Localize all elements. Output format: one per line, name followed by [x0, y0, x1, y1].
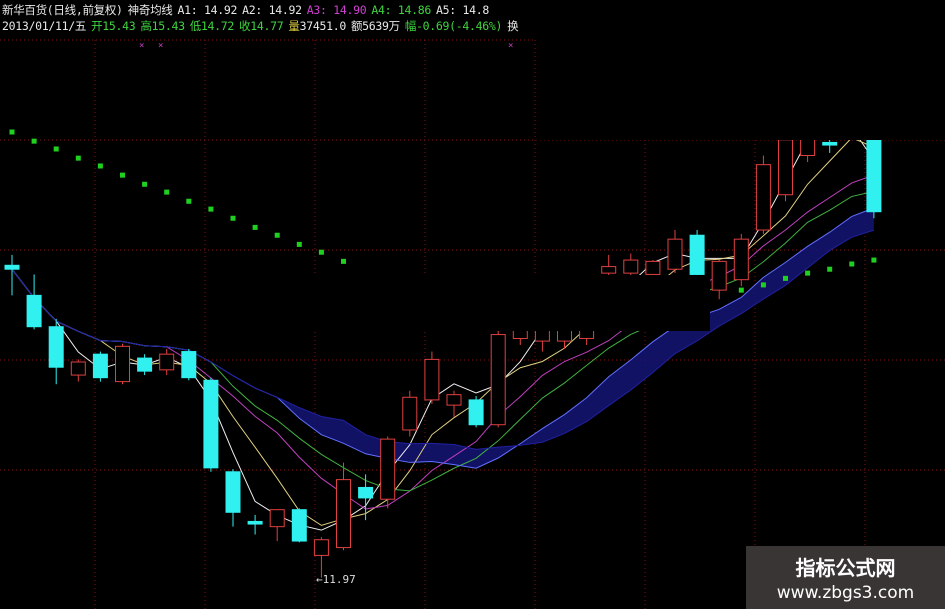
sar-dot — [252, 224, 258, 230]
sar-dot — [164, 189, 170, 195]
candle-up — [159, 353, 175, 371]
candle-up — [778, 139, 793, 196]
ma-line-A6 — [11, 229, 875, 450]
watermark: 指标公式网 www.zbgs3.com — [746, 546, 945, 609]
candle-up — [424, 358, 440, 401]
candle-up — [733, 238, 749, 281]
sar-dot — [827, 266, 833, 272]
turnover-label: 换 — [507, 19, 519, 33]
candle-down — [689, 234, 705, 275]
signal-marker: × — [139, 41, 145, 51]
candle-down — [358, 486, 374, 499]
bar-date: 2013/01/11/五 — [2, 19, 87, 33]
candle-up — [490, 334, 506, 426]
ma-line-A1 — [11, 127, 875, 531]
sar-dot — [208, 206, 214, 212]
sar-dot — [871, 257, 877, 263]
volume-value: 37451.0 — [299, 19, 347, 33]
ma-a5: A5: 14.8 — [435, 3, 489, 17]
candle-down — [48, 326, 64, 368]
candle-down — [822, 141, 838, 146]
sar-dot — [75, 155, 81, 161]
sar-dot — [31, 138, 37, 144]
low-value: 低14.72 — [189, 19, 235, 33]
ma-a2: A2: 14.92 — [242, 3, 302, 17]
sar-dot — [142, 181, 148, 187]
sar-dot — [120, 172, 125, 178]
candle-down — [247, 520, 263, 525]
sar-dot — [97, 163, 103, 169]
open-value: 开15.43 — [91, 19, 136, 33]
candle-up — [269, 509, 285, 528]
header-line-2: 2013/01/11/五 开15.43 高15.43 低14.72 收14.77 量374… — [2, 18, 523, 34]
sar-dot — [805, 270, 811, 276]
candle-up — [446, 394, 462, 406]
signal-marker: × — [508, 41, 514, 51]
sar-dot — [274, 232, 280, 238]
signal-marker: × — [158, 41, 164, 51]
candle-up — [336, 479, 351, 549]
candle-up — [755, 164, 771, 231]
change-value: 幅-0.69(-4.46%) — [404, 19, 503, 33]
candle-up — [313, 539, 329, 556]
candle-up — [667, 238, 683, 270]
sar-dot — [849, 261, 855, 267]
candle-down — [92, 353, 108, 379]
candle-down — [4, 264, 20, 270]
low-price-annotation: ←11.97 — [316, 573, 356, 586]
watermark-url: www.zbgs3.com — [776, 583, 915, 603]
watermark-title: 指标公式网 — [795, 556, 896, 580]
candle-up — [601, 266, 617, 274]
indicator-name: 神奇均线 — [127, 3, 173, 17]
redaction-box — [536, 0, 945, 140]
sar-dot — [760, 282, 766, 288]
redaction-box — [235, 275, 710, 331]
sar-dot — [186, 198, 192, 204]
sar-dot — [53, 146, 59, 152]
candle-down — [291, 509, 307, 542]
candle-down — [203, 379, 219, 469]
sar-dot — [9, 129, 15, 135]
sar-dot — [783, 275, 788, 281]
candle-up — [645, 260, 661, 275]
security-name: 新华百货(日线,前复权) — [2, 3, 123, 17]
candle-up — [380, 438, 396, 500]
candle-down — [26, 294, 42, 328]
candle-up — [711, 260, 727, 291]
close-value: 收14.77 — [239, 19, 284, 33]
candle-down — [181, 351, 197, 379]
amount-value: 额5639万 — [350, 19, 400, 33]
candle-up — [115, 345, 130, 383]
ma-a4: A4: 14.86 — [371, 3, 431, 17]
ma-line-A2 — [11, 137, 875, 526]
sar-dot — [318, 249, 324, 255]
candle-up — [402, 396, 418, 431]
header-line-1: 新华百货(日线,前复权) 神奇均线 A1: 14.92 A2: 14.92 A3: 14… — [2, 2, 494, 18]
volume-label: 量 — [288, 19, 300, 33]
ma-a3: A3: 14.90 — [306, 3, 367, 17]
sar-dot — [738, 287, 744, 293]
sar-dot — [230, 215, 236, 221]
sar-dot — [341, 258, 346, 264]
sar-dot — [296, 241, 302, 247]
candle-down — [468, 399, 484, 426]
candle-down — [137, 357, 153, 372]
ma-a1: A1: 14.92 — [177, 3, 238, 17]
candle-up — [70, 361, 86, 376]
candle-down — [225, 471, 241, 513]
candle-up — [623, 259, 639, 274]
high-value: 高15.43 — [140, 19, 185, 33]
